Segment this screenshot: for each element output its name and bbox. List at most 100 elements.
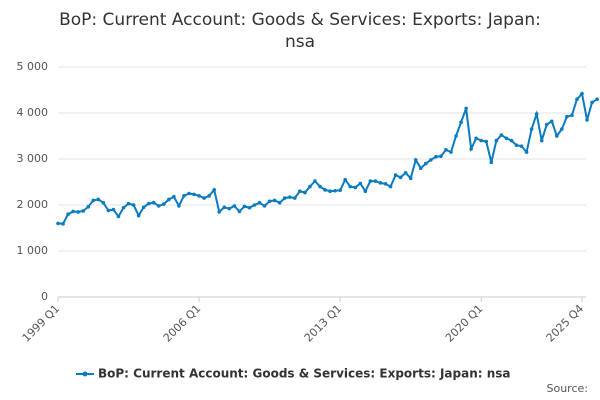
point <box>262 204 267 208</box>
point <box>237 209 242 214</box>
point <box>489 160 494 165</box>
point <box>202 196 206 200</box>
point <box>449 150 453 154</box>
point <box>459 120 463 124</box>
point <box>167 197 171 202</box>
point <box>328 189 332 193</box>
point <box>539 138 544 143</box>
point <box>560 127 564 131</box>
point <box>413 158 418 162</box>
point <box>424 161 428 166</box>
point <box>494 138 499 143</box>
point <box>116 214 121 219</box>
point <box>131 203 136 207</box>
point <box>464 106 468 111</box>
point <box>76 210 80 214</box>
point <box>267 199 272 204</box>
point <box>86 205 91 209</box>
point <box>61 222 65 226</box>
point <box>549 119 554 124</box>
point <box>378 181 383 185</box>
point <box>111 207 116 212</box>
point <box>519 144 524 148</box>
y-tick-label: 5 000 <box>17 60 49 73</box>
point <box>570 113 574 118</box>
point <box>323 188 327 192</box>
point <box>388 184 393 189</box>
point <box>287 195 292 199</box>
x-tick-label: 2025 Q4 <box>544 302 587 345</box>
y-tick-label: 2 000 <box>17 198 49 211</box>
point <box>313 179 317 183</box>
point <box>227 206 232 211</box>
y-tick-label: 4 000 <box>17 106 49 119</box>
point <box>524 150 529 154</box>
point <box>318 184 322 189</box>
point <box>383 182 388 186</box>
point <box>585 118 589 122</box>
point <box>308 184 312 189</box>
point <box>298 189 302 193</box>
x-tick-label: 2020 Q1 <box>443 302 486 345</box>
point <box>212 188 216 192</box>
point <box>101 200 106 205</box>
point <box>353 185 358 190</box>
point <box>247 205 252 210</box>
point <box>232 204 237 208</box>
point <box>514 143 519 147</box>
y-tick-label: 3 000 <box>17 152 49 165</box>
point <box>192 192 196 197</box>
point <box>565 114 569 119</box>
point <box>590 100 594 105</box>
point <box>580 91 584 96</box>
point <box>106 208 111 213</box>
source: Source: <box>547 382 589 395</box>
point <box>529 127 534 131</box>
point <box>141 205 146 210</box>
point <box>544 122 549 127</box>
point <box>474 136 478 141</box>
point <box>444 148 448 152</box>
point <box>358 181 363 186</box>
point <box>338 188 342 193</box>
point <box>282 196 287 200</box>
point <box>91 198 96 203</box>
point <box>162 202 166 206</box>
point <box>293 196 297 200</box>
x-tick-label: 2006 Q1 <box>161 302 204 345</box>
point <box>121 205 126 210</box>
point <box>434 154 438 159</box>
point <box>182 194 186 198</box>
point <box>56 221 60 226</box>
y-tick-label: 1 000 <box>17 244 49 257</box>
point <box>252 203 257 207</box>
point <box>555 134 559 138</box>
point <box>333 188 337 193</box>
point <box>172 194 176 199</box>
legend-marker <box>82 371 88 377</box>
point <box>479 138 484 143</box>
point <box>272 198 277 203</box>
point <box>303 190 307 195</box>
point <box>454 134 458 138</box>
point <box>403 171 408 175</box>
point <box>222 205 227 210</box>
point <box>429 158 433 162</box>
point <box>207 194 211 198</box>
point <box>71 209 75 214</box>
point <box>509 138 514 143</box>
point <box>373 179 378 183</box>
point <box>177 204 181 208</box>
chart-subtitle: nsa <box>285 32 315 52</box>
point <box>575 97 579 101</box>
point <box>363 189 368 193</box>
x-tick-label: 2013 Q1 <box>302 302 345 345</box>
point <box>343 177 347 182</box>
point <box>197 194 201 198</box>
point <box>408 176 413 181</box>
point <box>393 173 398 177</box>
point <box>151 200 156 205</box>
point <box>504 136 509 141</box>
x-tick-label: 1999 Q1 <box>20 302 63 345</box>
